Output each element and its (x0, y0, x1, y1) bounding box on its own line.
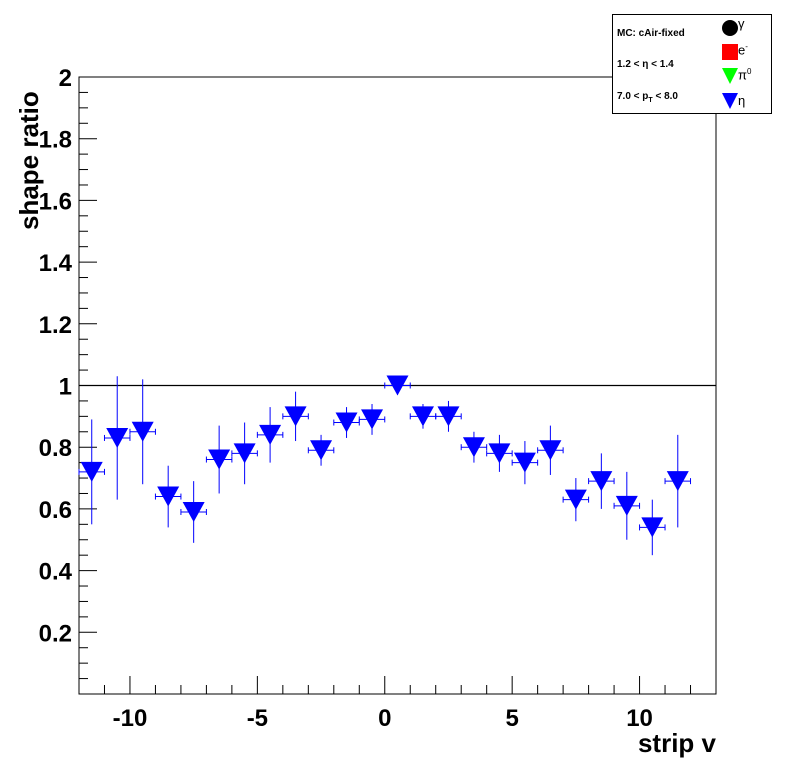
triangle-marker (590, 471, 613, 492)
triangle-marker (539, 440, 562, 461)
legend-pt-prefix: 7.0 < p (617, 91, 649, 102)
data-point (588, 453, 615, 509)
y-axis-label: shape ratio (14, 91, 44, 230)
data-point (435, 400, 462, 432)
data-point (333, 407, 360, 438)
data-point (639, 499, 666, 556)
y-tick-label: 2 (59, 65, 72, 92)
x-tick-label: 5 (505, 705, 518, 732)
y-tick-label: 1.4 (39, 250, 73, 277)
y-tick-label: 1.8 (39, 127, 72, 154)
legend-title: MC: cAir-fixed (617, 28, 685, 39)
triangle-marker (310, 440, 333, 461)
data-point (562, 478, 590, 522)
legend-eta-label: η (738, 93, 746, 108)
legend-pi0-sup: 0 (746, 67, 752, 76)
data-point (384, 375, 411, 396)
triangle-marker (335, 412, 358, 433)
triangle-marker (386, 375, 409, 396)
triangle-marker (80, 461, 103, 482)
triangle-marker (106, 427, 129, 448)
data-point (180, 481, 207, 543)
legend-pt-sub: T (648, 97, 653, 104)
y-tick-label: 0.8 (39, 435, 72, 462)
data-point (78, 419, 105, 525)
legend-electron-name: e (738, 42, 746, 58)
data-point (511, 441, 539, 485)
data-point (664, 434, 692, 528)
legend-gamma-label: γ (738, 16, 745, 31)
data-point (460, 431, 488, 463)
data-point (307, 434, 335, 466)
legend-gamma-marker (722, 20, 738, 36)
triangle-marker (666, 471, 689, 492)
legend-pi0-label: π0 (738, 67, 751, 82)
data-point (282, 391, 309, 442)
data-point (358, 404, 386, 435)
y-tick-label: 1 (59, 374, 72, 401)
x-tick-label: -5 (247, 705, 268, 732)
triangle-marker (131, 421, 154, 442)
triangle-marker (208, 449, 231, 470)
triangle-marker (564, 489, 587, 510)
data-point (537, 425, 564, 475)
triangle-marker (157, 486, 180, 507)
x-tick-label: 10 (626, 705, 653, 732)
triangle-marker (437, 406, 460, 427)
legend-pt-suffix: < 8.0 (652, 91, 678, 102)
triangle-marker (361, 409, 384, 430)
triangle-marker (259, 424, 282, 445)
data-points (78, 375, 692, 556)
y-tick-label: 0.6 (39, 497, 72, 524)
triangle-marker (182, 501, 205, 522)
legend-eta-range: 1.2 < η < 1.4 (617, 59, 674, 70)
triangle-marker (284, 406, 307, 427)
data-point (231, 422, 258, 485)
triangle-marker (233, 443, 256, 464)
data-point (154, 465, 182, 528)
legend-electron-label: e- (738, 42, 748, 57)
legend-eta-marker (722, 93, 738, 109)
data-point (486, 434, 513, 472)
legend-pi0-marker (722, 68, 738, 84)
triangle-marker (462, 437, 485, 458)
axes: -10 -5 0 5 10 0.2 0.4 0.6 0.8 1 1.2 1.4 1.6 1.8 2 (39, 65, 717, 732)
data-point (205, 425, 233, 494)
triangle-marker (513, 452, 536, 473)
triangle-marker (488, 443, 511, 464)
data-point (103, 376, 131, 500)
legend: MC: cAir-fixed 1.2 < η < 1.4 7.0 < pT < … (612, 14, 772, 114)
y-tick-label: 1.6 (39, 188, 72, 215)
legend-electron-sup: - (745, 42, 748, 51)
y-tick-label: 1.2 (39, 312, 72, 339)
data-point (409, 404, 437, 429)
triangle-marker (641, 517, 664, 538)
legend-electron-marker (722, 44, 738, 60)
legend-pt-range: 7.0 < pT < 8.0 (617, 91, 678, 104)
data-point (129, 379, 156, 485)
data-point (256, 407, 284, 463)
x-tick-label: -10 (113, 705, 148, 732)
data-point (613, 471, 641, 540)
triangle-marker (411, 406, 434, 427)
triangle-marker (615, 495, 638, 516)
legend-pi0-name: π (738, 67, 747, 83)
y-tick-label: 0.4 (39, 559, 73, 586)
x-tick-label: 0 (378, 705, 391, 732)
y-tick-label: 0.2 (39, 620, 72, 647)
x-axis-label: strip v (638, 728, 717, 758)
